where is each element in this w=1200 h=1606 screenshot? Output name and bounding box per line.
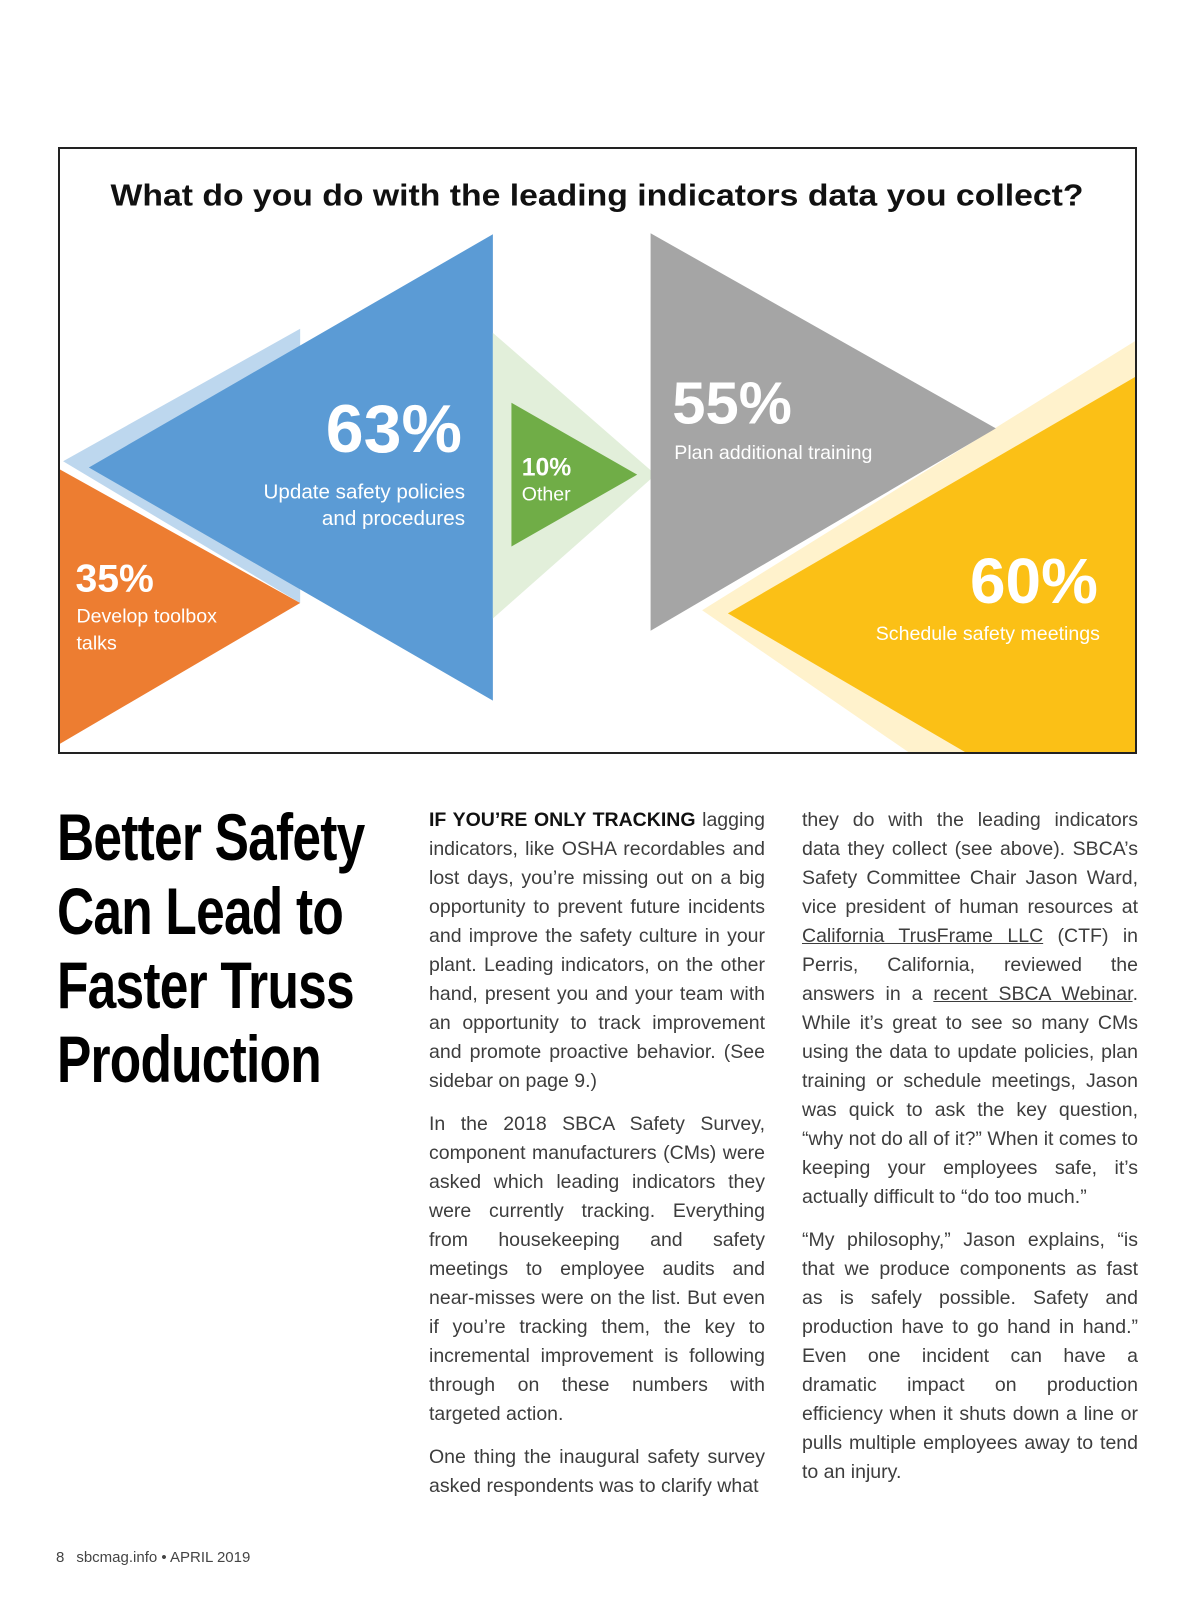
page-number: 8 <box>56 1549 65 1566</box>
stat-63-label: Update safety policies <box>264 480 466 503</box>
stat-35-label: Develop toolbox <box>76 606 217 628</box>
headline-line: Faster Truss <box>57 948 355 1022</box>
orange-triangle <box>60 469 301 744</box>
publication-info: sbcmag.info • APRIL 2019 <box>76 1549 251 1566</box>
stat-60-percent: 60% <box>970 545 1098 617</box>
stat-10-percent: 10% <box>522 455 572 482</box>
paragraph: One thing the inaugural safety survey as… <box>429 1446 765 1497</box>
stat-55-label: Plan additional training <box>674 442 872 464</box>
infographic: What do you do with the leading indicato… <box>58 147 1137 754</box>
sbca-webinar-link[interactable]: recent SBCA Webinar <box>933 983 1133 1005</box>
paragraph-text: (CTF) in Perris, California, reviewed th… <box>802 925 1138 1005</box>
gray-triangle <box>650 233 996 631</box>
blue-triangle <box>88 234 493 701</box>
headline-line: Better Safety <box>57 800 365 874</box>
headline-line: Can Lead to <box>57 874 344 948</box>
stat-35-percent: 35% <box>75 558 153 601</box>
yellow-triangle <box>727 377 1135 752</box>
stat-63-percent: 63% <box>326 392 462 467</box>
green-triangle <box>511 402 638 547</box>
paragraph: they do with the leading indicators data… <box>802 806 1138 1212</box>
paragraph: In the 2018 SBCA Safety Survey, componen… <box>429 1113 765 1425</box>
paragraph-text: they do with the leading indicators data… <box>802 809 1138 918</box>
stat-55-percent: 55% <box>672 369 792 436</box>
stat-63-label-2: and procedures <box>322 507 465 530</box>
paragraph: “My philosophy,” Jason explains, “is tha… <box>802 1229 1138 1483</box>
article-headline: Better Safety Can Lead to Faster Truss P… <box>57 800 397 1096</box>
paragraph-text: . While it’s great to see so many CMs us… <box>802 983 1138 1208</box>
california-trusframe-link[interactable]: California TrusFrame LLC <box>802 925 1044 947</box>
lead-in: IF YOU’RE ONLY TRACKING <box>429 809 696 831</box>
page-footer: 8 sbcmag.info • APRIL 2019 <box>56 1549 250 1566</box>
infographic-graphic: What do you do with the leading indicato… <box>60 178 1135 752</box>
paragraph: IF YOU’RE ONLY TRACKING lagging indicato… <box>429 806 765 1096</box>
stat-35-label-2: talks <box>76 632 116 654</box>
stat-10-label: Other <box>522 483 571 505</box>
headline-line: Production <box>57 1022 322 1096</box>
paragraph-text: lagging indicators, like OSHA recordable… <box>429 809 765 1092</box>
article-column-1: IF YOU’RE ONLY TRACKING lagging indicato… <box>429 806 765 1515</box>
infographic-title: What do you do with the leading indicato… <box>111 178 1084 213</box>
stat-60-label: Schedule safety meetings <box>876 623 1100 645</box>
article-column-2: they do with the leading indicators data… <box>802 806 1138 1501</box>
